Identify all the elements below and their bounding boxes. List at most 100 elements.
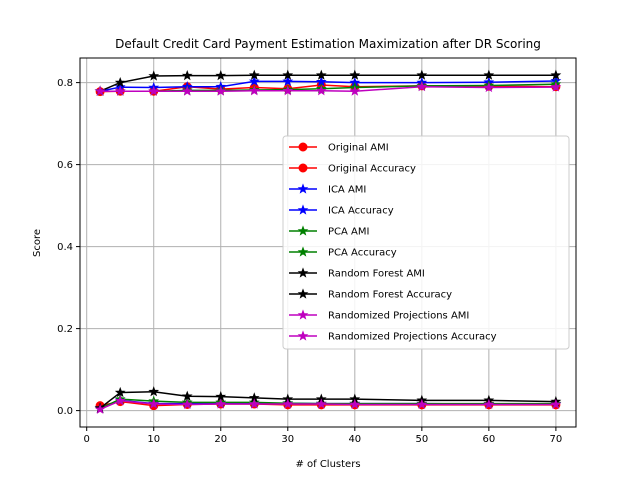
data-point-random-forest-accuracy	[181, 69, 193, 81]
data-point-randomized-projections-accuracy	[416, 81, 428, 92]
legend-entry: Random Forest AMI	[289, 267, 425, 280]
legend-marker	[297, 309, 309, 320]
data-point-randomized-projections-accuracy	[349, 85, 361, 96]
plot-frame	[79, 57, 577, 428]
legend-marker	[298, 142, 308, 152]
x-tick-label: 10	[147, 434, 160, 445]
legend-entry: Original Accuracy	[289, 163, 416, 175]
series-random-forest-accuracy	[94, 69, 562, 96]
data-point-randomized-projections-ami	[315, 398, 327, 409]
y-tick-label: 0.0	[57, 406, 73, 417]
data-point-randomized-projections-accuracy	[114, 85, 126, 96]
data-point-random-forest-ami	[148, 386, 160, 397]
legend-marker	[297, 204, 309, 215]
data-point-random-forest-accuracy	[114, 76, 126, 88]
x-tick-label: 0	[84, 434, 90, 445]
data-point-ica-accuracy	[248, 75, 260, 86]
legend-marker	[297, 225, 309, 236]
legend-label: ICA Accuracy	[328, 206, 394, 217]
data-point-randomized-projections-ami	[550, 398, 562, 410]
y-axis-label: Score	[32, 229, 43, 257]
legend-label: Original AMI	[328, 143, 389, 154]
legend-entry: PCA AMI	[289, 225, 369, 238]
legend-box	[282, 135, 570, 350]
series-line-randomized-projections-accuracy	[100, 85, 556, 92]
legend: Original AMI Original Accuracy ICA AMI ICA …	[282, 135, 570, 350]
data-point-randomized-projections-ami	[483, 398, 495, 410]
x-axis-label: # of Clusters	[295, 459, 360, 470]
y-tick-label: 0.8	[57, 78, 73, 89]
plot-series	[94, 69, 562, 414]
legend-entry: Random Forest Accuracy	[289, 288, 452, 301]
data-point-randomized-projections-ami	[148, 398, 160, 409]
data-point-random-forest-accuracy	[148, 70, 160, 81]
series-line-pca-ami	[99, 398, 556, 410]
series-randomized-projections-ami	[94, 395, 562, 414]
data-point-randomized-projections-accuracy	[282, 85, 294, 96]
data-point-randomized-projections-ami	[181, 398, 193, 410]
data-point-random-forest-accuracy	[315, 69, 327, 80]
x-tick-label: 40	[348, 434, 361, 445]
data-point-random-forest-accuracy	[349, 69, 361, 80]
legend-entry: ICA Accuracy	[289, 204, 394, 217]
data-point-randomized-projections-accuracy	[550, 81, 562, 92]
y-tick-label: 0.2	[57, 324, 73, 335]
chart-title: Default Credit Card Payment Estimation M…	[115, 37, 541, 51]
legend-label: Original Accuracy	[328, 164, 416, 175]
data-point-random-forest-accuracy	[550, 69, 562, 80]
data-point-randomized-projections-ami	[215, 398, 227, 409]
data-point-randomized-projections-ami	[416, 398, 428, 410]
x-tick-label: 20	[214, 434, 227, 445]
legend-entry: Original AMI	[289, 142, 389, 154]
legend-marker	[297, 288, 309, 299]
legend-label: Randomized Projections Accuracy	[328, 332, 497, 343]
data-point-randomized-projections-accuracy	[181, 85, 193, 96]
data-point-random-forest-ami	[114, 386, 126, 398]
x-tick-label: 50	[415, 434, 428, 445]
series-randomized-projections-accuracy	[94, 81, 562, 96]
data-point-randomized-projections-accuracy	[148, 85, 160, 96]
data-point-randomized-projections-ami	[94, 403, 106, 414]
data-point-randomized-projections-accuracy	[248, 85, 260, 96]
data-point-ica-accuracy	[282, 75, 294, 86]
data-point-randomized-projections-accuracy	[315, 85, 327, 96]
legend-label: Randomized Projections AMI	[328, 311, 469, 322]
data-point-random-forest-accuracy	[248, 69, 260, 80]
data-point-random-forest-accuracy	[215, 69, 227, 81]
legend-marker	[297, 267, 309, 278]
x-tick-label: 30	[281, 434, 294, 445]
x-tick-label: 60	[482, 434, 495, 445]
data-point-randomized-projections-accuracy	[215, 85, 227, 96]
legend-entry: Randomized Projections Accuracy	[289, 330, 497, 343]
data-point-random-forest-ami	[181, 390, 193, 401]
x-tick-label: 70	[550, 434, 563, 445]
data-point-randomized-projections-accuracy	[94, 85, 106, 96]
series-line-random-forest-ami	[99, 390, 556, 409]
data-point-randomized-projections-ami	[248, 398, 260, 409]
y-tick-label: 0.6	[57, 160, 73, 171]
y-tick-label: 0.4	[57, 242, 73, 253]
data-point-random-forest-accuracy	[282, 69, 294, 80]
data-point-randomized-projections-ami	[114, 395, 126, 406]
legend-entry: ICA AMI	[289, 183, 366, 196]
legend-entry: Randomized Projections AMI	[289, 309, 469, 322]
series-line-random-forest-accuracy	[99, 74, 556, 92]
legend-marker	[298, 163, 308, 173]
legend-entry: PCA Accuracy	[289, 246, 397, 259]
series-line-ica-accuracy	[99, 80, 556, 92]
legend-marker	[297, 183, 309, 194]
data-point-randomized-projections-ami	[349, 398, 361, 410]
data-point-randomized-projections-ami	[282, 398, 294, 409]
legend-label: Random Forest Accuracy	[328, 290, 452, 301]
legend-label: PCA AMI	[328, 227, 369, 238]
legend-marker	[297, 246, 309, 257]
series-line-randomized-projections-ami	[99, 399, 556, 411]
legend-marker	[297, 330, 309, 341]
data-point-random-forest-accuracy	[483, 69, 495, 80]
data-point-randomized-projections-accuracy	[483, 81, 495, 93]
legend-label: Random Forest AMI	[328, 269, 425, 280]
legend-label: ICA AMI	[328, 185, 366, 196]
axis-ticks: 0 10 20 30 40 50 60 70 0.0 0.2 0.4 0.6 0.8	[57, 78, 562, 445]
data-point-random-forest-accuracy	[416, 69, 428, 80]
